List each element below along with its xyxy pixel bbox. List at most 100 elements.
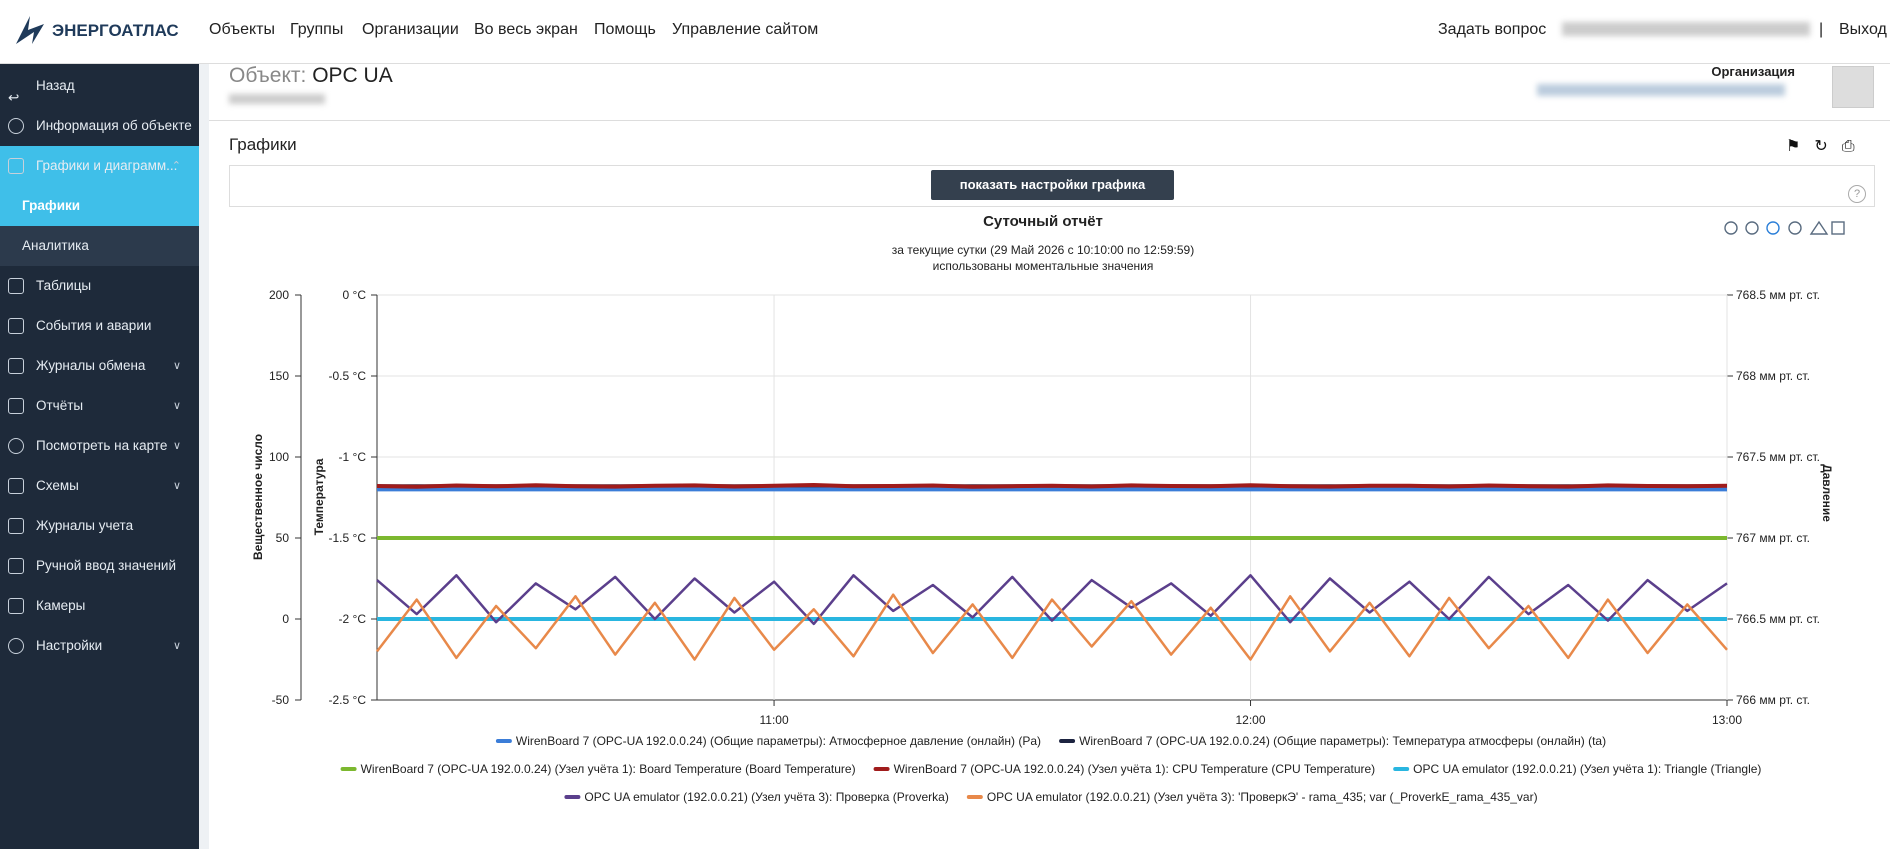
legend-row: OPC UA emulator (192.0.0.21) (Узел учёта… bbox=[564, 790, 1538, 804]
logo-icon bbox=[16, 16, 44, 44]
y2-tick-label: -0.5 °C bbox=[329, 369, 367, 383]
y-tick-label: 0 bbox=[282, 612, 289, 626]
legend-item[interactable]: WirenBoard 7 (OPC-UA 192.0.0.24) (Узел у… bbox=[873, 762, 1376, 776]
y-tick-label: 50 bbox=[276, 531, 290, 545]
menu-item[interactable]: События и аварии bbox=[0, 306, 199, 346]
series-line bbox=[376, 483, 1728, 489]
menu-label: Графики и диаграмм... bbox=[36, 158, 178, 173]
y3-tick-label: 767 мм рт. ст. bbox=[1736, 531, 1810, 545]
menu-item[interactable]: Отчёты ∨ bbox=[0, 386, 199, 426]
menu-item[interactable]: Журналы учета bbox=[0, 506, 199, 546]
divider bbox=[209, 120, 1890, 121]
y3-tick-label: 768.5 мм рт. ст. bbox=[1736, 288, 1820, 302]
menu-label: Таблицы bbox=[36, 278, 92, 293]
chart-toolbar[interactable] bbox=[1724, 220, 1845, 235]
legend-label: WirenBoard 7 (OPC-UA 192.0.0.24) (Общие … bbox=[516, 734, 1041, 748]
blurred-org bbox=[1537, 84, 1785, 96]
series-line bbox=[376, 574, 1728, 626]
y3-tick-label: 767.5 мм рт. ст. bbox=[1736, 450, 1820, 464]
chart-subtitle: за текущие сутки (29 Май 2026 с 10:10:00… bbox=[892, 243, 1194, 257]
y2-tick-label: -2 °C bbox=[339, 612, 367, 626]
chart-subtitle: использованы моментальные значения bbox=[933, 259, 1154, 273]
ask-link[interactable]: Задать вопрос bbox=[1438, 21, 1547, 38]
legend-item[interactable]: OPC UA emulator (192.0.0.21) (Узел учёта… bbox=[966, 790, 1538, 804]
org-logo bbox=[1832, 66, 1874, 108]
y3-tick-label: 766 мм рт. ст. bbox=[1736, 693, 1810, 707]
y2-axis-title: Температура bbox=[312, 458, 326, 535]
menu-label: Назад bbox=[36, 78, 75, 93]
legend-label: OPC UA emulator (192.0.0.21) (Узел учёта… bbox=[987, 790, 1538, 804]
help-icon[interactable]: ? bbox=[1848, 185, 1866, 203]
menu-label: Журналы учета bbox=[36, 518, 134, 533]
x-tick-label: 11:00 bbox=[759, 713, 788, 727]
legend-item[interactable]: WirenBoard 7 (OPC-UA 192.0.0.24) (Общие … bbox=[495, 734, 1041, 748]
settings-bar: показать настройки графика ? bbox=[229, 165, 1875, 207]
logo[interactable]: ЭНЕРГОАТЛАС bbox=[52, 21, 179, 40]
menu-item[interactable]: Таблицы bbox=[0, 266, 199, 306]
menu-item[interactable]: Информация об объекте bbox=[0, 106, 199, 146]
panel-title: Графики bbox=[229, 135, 297, 154]
logout-link[interactable]: Выход bbox=[1839, 21, 1887, 38]
submenu-item-active[interactable]: Графики bbox=[0, 186, 199, 226]
menu-label: Графики bbox=[22, 198, 81, 213]
settings-button[interactable]: показать настройки графика bbox=[931, 170, 1174, 200]
menu-item-active[interactable]: Графики и диаграмм... ⌃ bbox=[0, 146, 199, 186]
panel-tools[interactable]: ⚑↻⎙ bbox=[1786, 138, 1869, 155]
menu-label: Камеры bbox=[36, 598, 86, 613]
y-tick-label: 200 bbox=[269, 288, 289, 302]
y2-tick-label: -2.5 °C bbox=[329, 693, 367, 707]
menu-item[interactable]: Журналы обмена ∨ bbox=[0, 346, 199, 386]
x-tick-label: 12:00 bbox=[1236, 713, 1266, 727]
y2-tick-label: -1 °C bbox=[339, 450, 367, 464]
gutter bbox=[199, 64, 209, 849]
menu-item[interactable]: Схемы ∨ bbox=[0, 466, 199, 506]
object-label: Объект: bbox=[229, 64, 307, 87]
y2-tick-label: -1.5 °C bbox=[329, 531, 367, 545]
y-tick-label: 100 bbox=[269, 450, 289, 464]
legend-item[interactable]: WirenBoard 7 (OPC-UA 192.0.0.24) (Общие … bbox=[1059, 734, 1606, 748]
y3-tick-label: 768 мм рт. ст. bbox=[1736, 369, 1810, 383]
menu-label: Ручной ввод значений bbox=[36, 558, 177, 573]
menu-item[interactable]: Посмотреть на карте ∨ bbox=[0, 426, 199, 466]
organization-label: Организация bbox=[1711, 64, 1795, 79]
menu-item[interactable]: Ручной ввод значений bbox=[0, 546, 199, 586]
legend-label: OPC UA emulator (192.0.0.21) (Узел учёта… bbox=[1413, 762, 1761, 776]
menu-item[interactable]: ↩ Назад bbox=[0, 66, 199, 106]
y3-tick-label: 766.5 мм рт. ст. bbox=[1736, 612, 1820, 626]
nav-item[interactable]: Управление сайтом bbox=[672, 21, 819, 38]
legend-label: WirenBoard 7 (OPC-UA 192.0.0.24) (Узел у… bbox=[894, 762, 1376, 776]
menu-label: События и аварии bbox=[36, 318, 152, 333]
menu-label: Схемы bbox=[36, 478, 79, 493]
legend-label: OPC UA emulator (192.0.0.21) (Узел учёта… bbox=[584, 790, 948, 804]
nav-item[interactable]: Во весь экран bbox=[474, 21, 578, 38]
legend-row: WirenBoard 7 (OPC-UA 192.0.0.24) (Узел у… bbox=[340, 762, 1761, 776]
menu-item[interactable]: Настройки ∨ bbox=[0, 626, 199, 666]
nav-item[interactable]: Группы bbox=[290, 21, 344, 38]
legend-item[interactable]: OPC UA emulator (192.0.0.21) (Узел учёта… bbox=[564, 790, 949, 804]
object-name: OPC UA bbox=[312, 64, 393, 87]
y3-axis-title: Давление bbox=[1820, 464, 1834, 522]
legend-item[interactable]: WirenBoard 7 (OPC-UA 192.0.0.24) (Узел у… bbox=[340, 762, 856, 776]
legend-item[interactable]: OPC UA emulator (192.0.0.21) (Узел учёта… bbox=[1393, 762, 1761, 776]
menu-label: Настройки bbox=[36, 638, 103, 653]
legend-label: WirenBoard 7 (OPC-UA 192.0.0.24) (Узел у… bbox=[361, 762, 856, 776]
nav-item[interactable]: Организации bbox=[362, 21, 459, 38]
menu-item[interactable]: Камеры bbox=[0, 586, 199, 626]
object-header: Объект: OPC UA bbox=[229, 64, 393, 88]
nav-item[interactable]: Помощь bbox=[594, 21, 656, 38]
user-name-blurred bbox=[1562, 22, 1810, 36]
chart-title: Суточный отчёт bbox=[983, 213, 1103, 230]
separator: | bbox=[1819, 21, 1824, 38]
y-tick-label: 150 bbox=[269, 369, 289, 383]
top-bar: ЭНЕРГОАТЛАС Объекты Группы Организации В… bbox=[0, 0, 1890, 64]
y2-tick-label: 0 °C bbox=[343, 288, 367, 302]
submenu-item[interactable]: Аналитика bbox=[0, 226, 199, 266]
blurred-text bbox=[229, 94, 325, 104]
nav-item[interactable]: Объекты bbox=[209, 21, 275, 38]
menu-label: Аналитика bbox=[22, 238, 89, 253]
menu-label: Посмотреть на карте bbox=[36, 438, 168, 453]
legend-label: WirenBoard 7 (OPC-UA 192.0.0.24) (Общие … bbox=[1079, 734, 1606, 748]
legend-row: WirenBoard 7 (OPC-UA 192.0.0.24) (Общие … bbox=[495, 734, 1606, 748]
